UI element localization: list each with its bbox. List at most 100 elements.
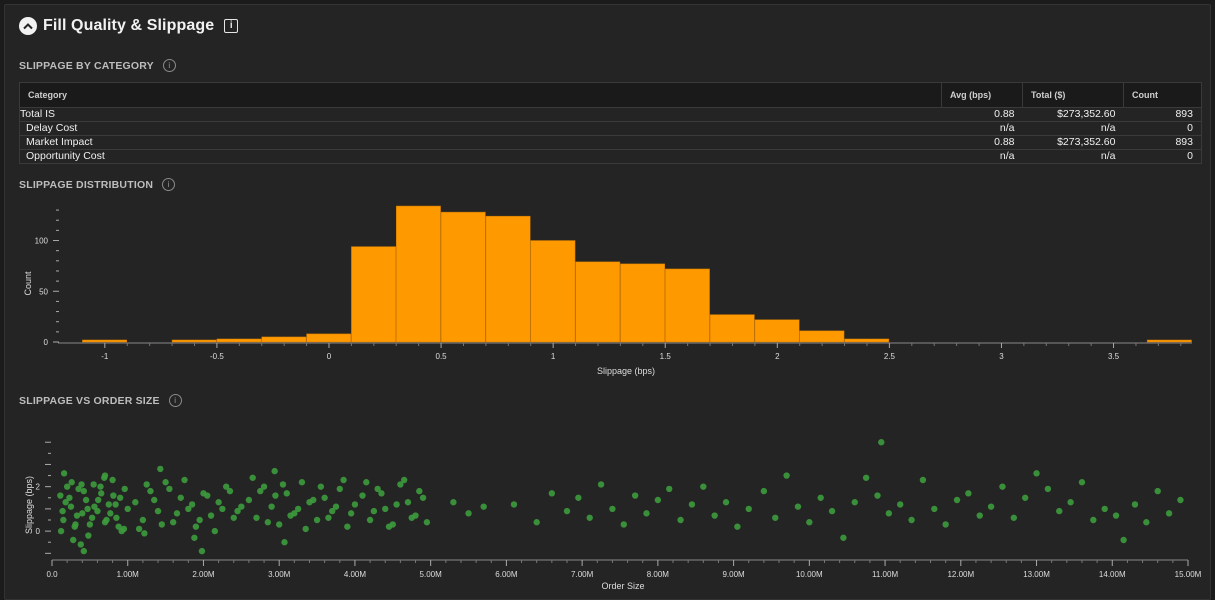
histogram-x-tick-label: 3.5 [1108,352,1120,361]
scatter-point-91 [329,507,336,515]
scatter-point-44 [80,547,88,555]
scatter-point-127 [416,487,423,495]
scatter-point-50 [154,507,162,515]
table-row: Market Impact 0.88 $273,352.60 893 [19,135,1202,150]
scatter-point-156 [806,519,813,526]
section-label: SLIPPAGE VS ORDER SIZE [19,394,160,407]
scatter-point-57 [207,512,215,519]
column-header[interactable]: Category [19,82,942,108]
scatter-point-13 [105,501,113,508]
section-label: SLIPPAGE DISTRIBUTION [19,178,154,191]
scatter-x-tick-label: 0.0 [46,570,58,579]
scatter-point-69 [188,501,196,508]
scatter-point-90 [321,494,328,501]
scatter-point-47 [132,499,139,506]
scatter-point-108 [347,510,355,517]
scatter-point-114 [382,505,389,513]
scatter-point-27 [103,516,110,524]
histogram-x-tick-label: 1 [551,352,556,361]
scatter-point-185 [1120,536,1127,544]
table-row: Opportunity Cost n/a n/a 0 [19,149,1202,164]
histogram-y-label: Count [23,271,33,296]
scatter-x-tick-label: 11.00M [872,570,898,579]
scatter-point-31 [59,507,66,515]
scatter-point-107 [340,476,347,484]
scatter-point-187 [1143,519,1150,526]
fill-quality-panel: Fill Quality & Slippage i SLIPPAGE BY CA… [4,4,1211,600]
cell-total: n/a [1022,149,1124,164]
scatter-point-83 [268,503,275,510]
scatter-point-37 [94,496,102,504]
scatter-point-164 [885,510,893,517]
histogram-x-tick-label: 0.5 [436,352,448,361]
scatter-point-122 [378,490,385,497]
cell-avg: n/a [941,121,1023,136]
scatter-x-tick-label: 1.00M [117,570,140,579]
scatter-point-167 [919,476,927,484]
scatter-point-101 [294,505,302,513]
scatter-point-85 [283,490,290,497]
scatter-point-76 [157,465,164,473]
histogram-x-tick-label: 2 [775,352,780,361]
scatter-point-133 [533,519,540,526]
scatter-point-189 [1165,510,1173,517]
histogram-x-tick-label: 2.5 [884,352,896,361]
cell-category: Market Impact [19,135,942,150]
scatter-point-36 [88,514,96,521]
cell-count: 893 [1123,135,1202,150]
scatter-point-42 [60,470,68,477]
chevron-up-icon[interactable] [19,17,37,35]
histogram-x-tick-label: 3 [999,352,1004,361]
scatter-point-49 [147,487,154,495]
scatter-point-89 [313,516,321,524]
scatter-point-170 [953,496,961,504]
scatter-point-117 [404,499,412,506]
scatter-point-113 [374,485,381,493]
histogram-y-tick-label: 100 [35,237,49,246]
scatter-point-58 [215,499,222,506]
scatter-point-121 [370,507,378,515]
cell-avg: 0.88 [941,107,1023,122]
info-circle-icon[interactable]: i [168,394,182,407]
scatter-point-82 [260,483,268,490]
slippage-category-table: Category Avg (bps) Total ($) Count Total… [19,82,1202,164]
scatter-point-162 [874,492,881,499]
scatter-point-30 [121,485,128,493]
scatter-point-148 [711,512,718,519]
histogram-bar-7 [440,211,486,343]
column-header[interactable]: Avg (bps) [941,82,1023,108]
scatter-point-104 [317,483,325,490]
scatter-point-39 [107,510,114,517]
scatter-point-134 [548,490,556,497]
scatter-point-131 [480,503,487,510]
scatter-point-165 [897,501,904,508]
scatter-point-179 [1056,507,1063,515]
histogram-bar-16 [844,338,890,343]
scatter-point-34 [78,481,85,488]
scatter-point-20 [62,499,69,506]
scatter-point-68 [181,476,188,484]
scatter-point-14 [109,476,116,484]
scatter-point-140 [620,521,627,528]
info-icon[interactable]: i [224,19,239,33]
column-header[interactable]: Total ($) [1022,82,1124,108]
scatter-point-52 [169,519,177,526]
histogram-bar-17 [1146,339,1192,343]
info-circle-icon[interactable]: i [162,178,176,191]
scatter-x-tick-label: 7.00M [571,570,594,579]
scatter-point-79 [141,530,148,537]
scatter-point-188 [1154,487,1161,495]
scatter-point-163 [878,439,885,446]
scatter-x-label: Order Size [601,581,644,591]
scatter-point-144 [666,485,673,493]
scatter-point-146 [688,501,696,508]
scatter-point-74 [226,487,234,495]
scatter-point-130 [465,510,472,517]
scatter-point-186 [1131,501,1139,508]
info-circle-icon[interactable]: i [162,59,176,72]
scatter-point-168 [931,505,938,513]
scatter-point-157 [817,494,824,501]
column-header[interactable]: Count [1123,82,1202,108]
cell-count: 0 [1123,149,1202,164]
scatter-point-51 [162,479,169,486]
